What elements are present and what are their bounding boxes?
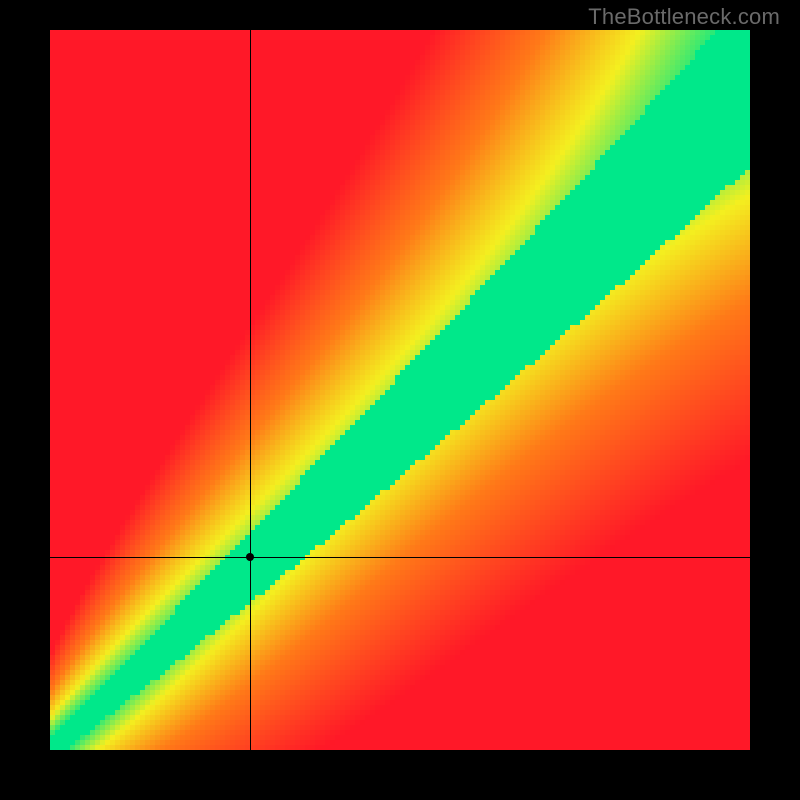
- crosshair-horizontal: [50, 557, 750, 558]
- heatmap-plot: [50, 30, 750, 750]
- watermark-text: TheBottleneck.com: [588, 4, 780, 30]
- crosshair-vertical: [250, 30, 251, 750]
- heatmap-canvas: [50, 30, 750, 750]
- crosshair-dot: [246, 553, 254, 561]
